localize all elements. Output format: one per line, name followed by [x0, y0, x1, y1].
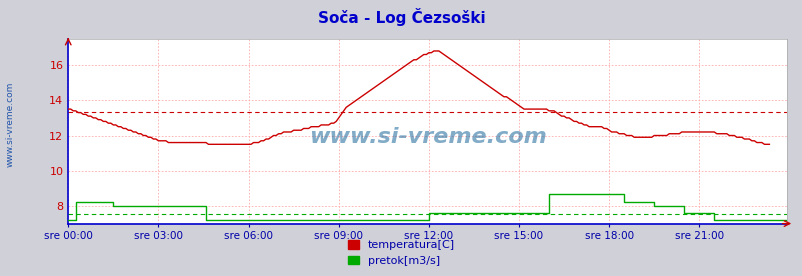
Text: www.si-vreme.com: www.si-vreme.com	[308, 127, 546, 147]
Text: www.si-vreme.com: www.si-vreme.com	[5, 81, 14, 167]
Legend: temperatura[C], pretok[m3/s]: temperatura[C], pretok[m3/s]	[343, 236, 459, 270]
Text: Soča - Log Čezsoški: Soča - Log Čezsoški	[318, 8, 484, 26]
